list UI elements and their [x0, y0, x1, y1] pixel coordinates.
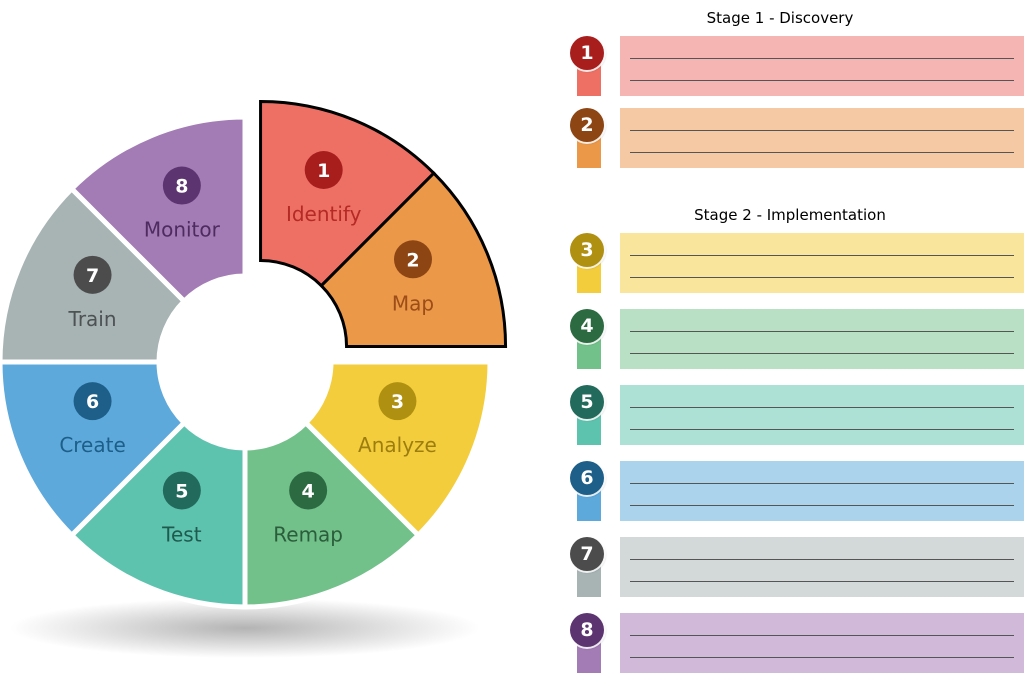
segment-number-2: 2 — [406, 249, 419, 271]
wheel-shadow — [10, 598, 480, 658]
step-row-4: 4 — [568, 309, 1024, 369]
note-line — [630, 353, 1014, 354]
segment-number-badge-4 — [289, 471, 328, 510]
stage-1-title: Stage 1 - Discovery — [706, 9, 854, 27]
segment-number-badge-8 — [162, 166, 201, 205]
segment-number-badge-1 — [304, 151, 343, 190]
segment-number-6: 6 — [86, 391, 99, 413]
step-badge-3: 3 — [568, 233, 606, 293]
segment-shape-5 — [68, 419, 248, 610]
segment-number-badge-3 — [378, 382, 417, 421]
step-badge-number: 1 — [570, 36, 604, 70]
step-badge-number: 5 — [570, 385, 604, 419]
note-line — [630, 255, 1014, 256]
note-line — [630, 407, 1014, 408]
stage-2-title: Stage 2 - Implementation — [694, 206, 886, 224]
note-line — [630, 331, 1014, 332]
note-line — [630, 130, 1014, 131]
segment-shape-8 — [68, 114, 248, 305]
step-badge-5: 5 — [568, 385, 606, 445]
segment-shape-4 — [242, 419, 422, 610]
segment-identify: 1 Identify — [259, 99, 436, 288]
segment-analyze: 3 Analyze — [302, 359, 493, 539]
note-line — [630, 657, 1014, 658]
step-note-box-3 — [620, 233, 1024, 293]
step-note-box-1 — [620, 36, 1024, 96]
step-row-5: 5 — [568, 385, 1024, 445]
segment-label-identify: Identify — [286, 202, 362, 226]
segment-shape-1 — [259, 99, 436, 288]
segment-label-map: Map — [392, 291, 434, 315]
step-badge-7: 7 — [568, 537, 606, 597]
segment-number-1: 1 — [317, 160, 330, 182]
step-note-box-8 — [620, 613, 1024, 673]
step-badge-2: 2 — [568, 108, 606, 168]
step-note-box-4 — [620, 309, 1024, 369]
segment-train: 7 Train — [0, 185, 188, 365]
step-badge-number: 3 — [570, 233, 604, 267]
step-badge-1: 1 — [568, 36, 606, 96]
segment-label-remap: Remap — [273, 522, 343, 546]
step-row-1: 1 — [568, 36, 1024, 96]
note-line — [630, 58, 1014, 59]
segment-number-5: 5 — [175, 480, 188, 502]
note-line — [630, 635, 1014, 636]
step-note-box-6 — [620, 461, 1024, 521]
step-note-box-2 — [620, 108, 1024, 168]
step-row-6: 6 — [568, 461, 1024, 521]
segment-number-3: 3 — [391, 391, 404, 413]
segment-shape-3 — [302, 359, 493, 539]
note-line — [630, 483, 1014, 484]
note-line — [630, 581, 1014, 582]
step-badge-8: 8 — [568, 613, 606, 673]
segment-number-badge-5 — [162, 471, 201, 510]
step-badge-number: 4 — [570, 309, 604, 343]
segment-create: 6 Create — [0, 359, 188, 539]
step-row-2: 2 — [568, 108, 1024, 168]
step-row-8: 8 — [568, 613, 1024, 673]
segment-label-monitor: Monitor — [144, 218, 221, 242]
segment-monitor: 8 Monitor — [68, 114, 248, 305]
segment-number-badge-7 — [73, 255, 112, 294]
step-badge-4: 4 — [568, 309, 606, 369]
process-wheel: 1 Identify 2 Map 3 Analyze 4 Remap 5 Test 6 Create 7… — [0, 99, 508, 658]
note-line — [630, 505, 1014, 506]
segment-label-analyze: Analyze — [358, 433, 437, 457]
segment-number-4: 4 — [302, 480, 315, 502]
step-note-box-5 — [620, 385, 1024, 445]
step-badge-number: 6 — [570, 461, 604, 495]
segment-number-8: 8 — [175, 176, 188, 198]
segment-label-test: Test — [161, 522, 202, 546]
step-badge-number: 7 — [570, 537, 604, 571]
step-row-3: 3 — [568, 233, 1024, 293]
note-line — [630, 559, 1014, 560]
step-note-box-7 — [620, 537, 1024, 597]
step-row-7: 7 — [568, 537, 1024, 597]
segment-number-7: 7 — [86, 265, 99, 287]
segment-map: 2 Map — [319, 171, 508, 348]
note-line — [630, 429, 1014, 430]
note-line — [630, 152, 1014, 153]
segment-number-badge-2 — [393, 240, 432, 279]
step-badge-number: 2 — [570, 108, 604, 142]
segment-test: 5 Test — [68, 419, 248, 610]
segment-remap: 4 Remap — [242, 419, 422, 610]
segment-shape-6 — [0, 359, 188, 539]
segment-number-badge-6 — [73, 382, 112, 421]
note-line — [630, 80, 1014, 81]
segment-label-train: Train — [68, 307, 117, 331]
note-line — [630, 277, 1014, 278]
step-badge-6: 6 — [568, 461, 606, 521]
segment-label-create: Create — [59, 433, 125, 457]
step-badge-number: 8 — [570, 613, 604, 647]
